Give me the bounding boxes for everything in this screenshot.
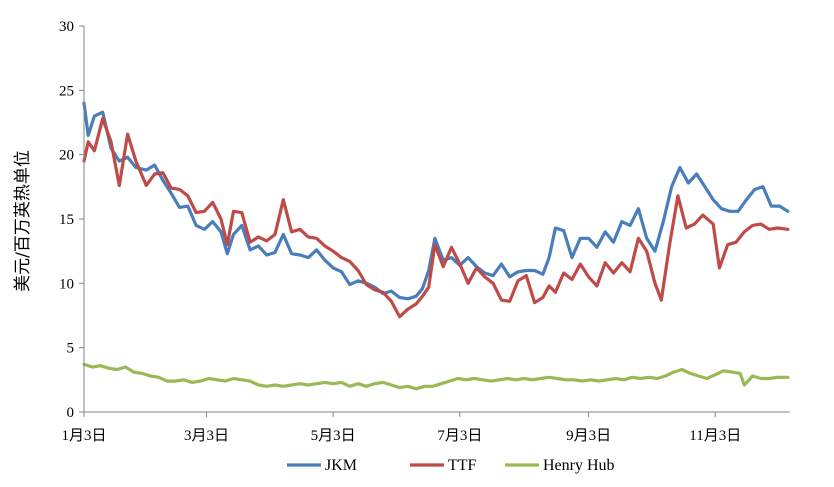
- y-tick-label: 15: [59, 212, 74, 228]
- y-tick-label: 10: [59, 276, 74, 292]
- x-tick-label: 9月3日: [566, 428, 611, 444]
- series-layer: [82, 101, 790, 391]
- y-tick-label: 30: [59, 19, 74, 35]
- legend-label: TTF: [448, 457, 477, 474]
- x-tick-label: 11月3日: [689, 428, 741, 444]
- legend-label: Henry Hub: [543, 457, 615, 474]
- series-line-henry-hub: [82, 362, 790, 391]
- legend-label: JKM: [325, 457, 357, 474]
- y-tick-label: 20: [59, 148, 74, 164]
- x-tick-label: 3月3日: [184, 428, 229, 444]
- x-tick-label: 7月3日: [437, 428, 482, 444]
- y-axis-ticks: 0 5 10 15 20 25 30: [59, 19, 84, 421]
- legend: JKM TTF Henry Hub: [287, 457, 615, 474]
- series-line-jkm: [82, 101, 790, 301]
- x-axis-ticks: 1月3日 3月3日 5月3日 7月3日 9月3日 11月3日: [61, 412, 741, 444]
- x-tick-label: 1月3日: [61, 428, 106, 444]
- x-tick-label: 5月3日: [311, 428, 356, 444]
- series-line-ttf: [82, 117, 790, 319]
- y-tick-label: 25: [59, 83, 74, 99]
- y-axis-label: 美元/百万英热单位: [13, 150, 33, 292]
- y-tick-label: 5: [67, 341, 75, 357]
- y-tick-label: 0: [67, 405, 75, 421]
